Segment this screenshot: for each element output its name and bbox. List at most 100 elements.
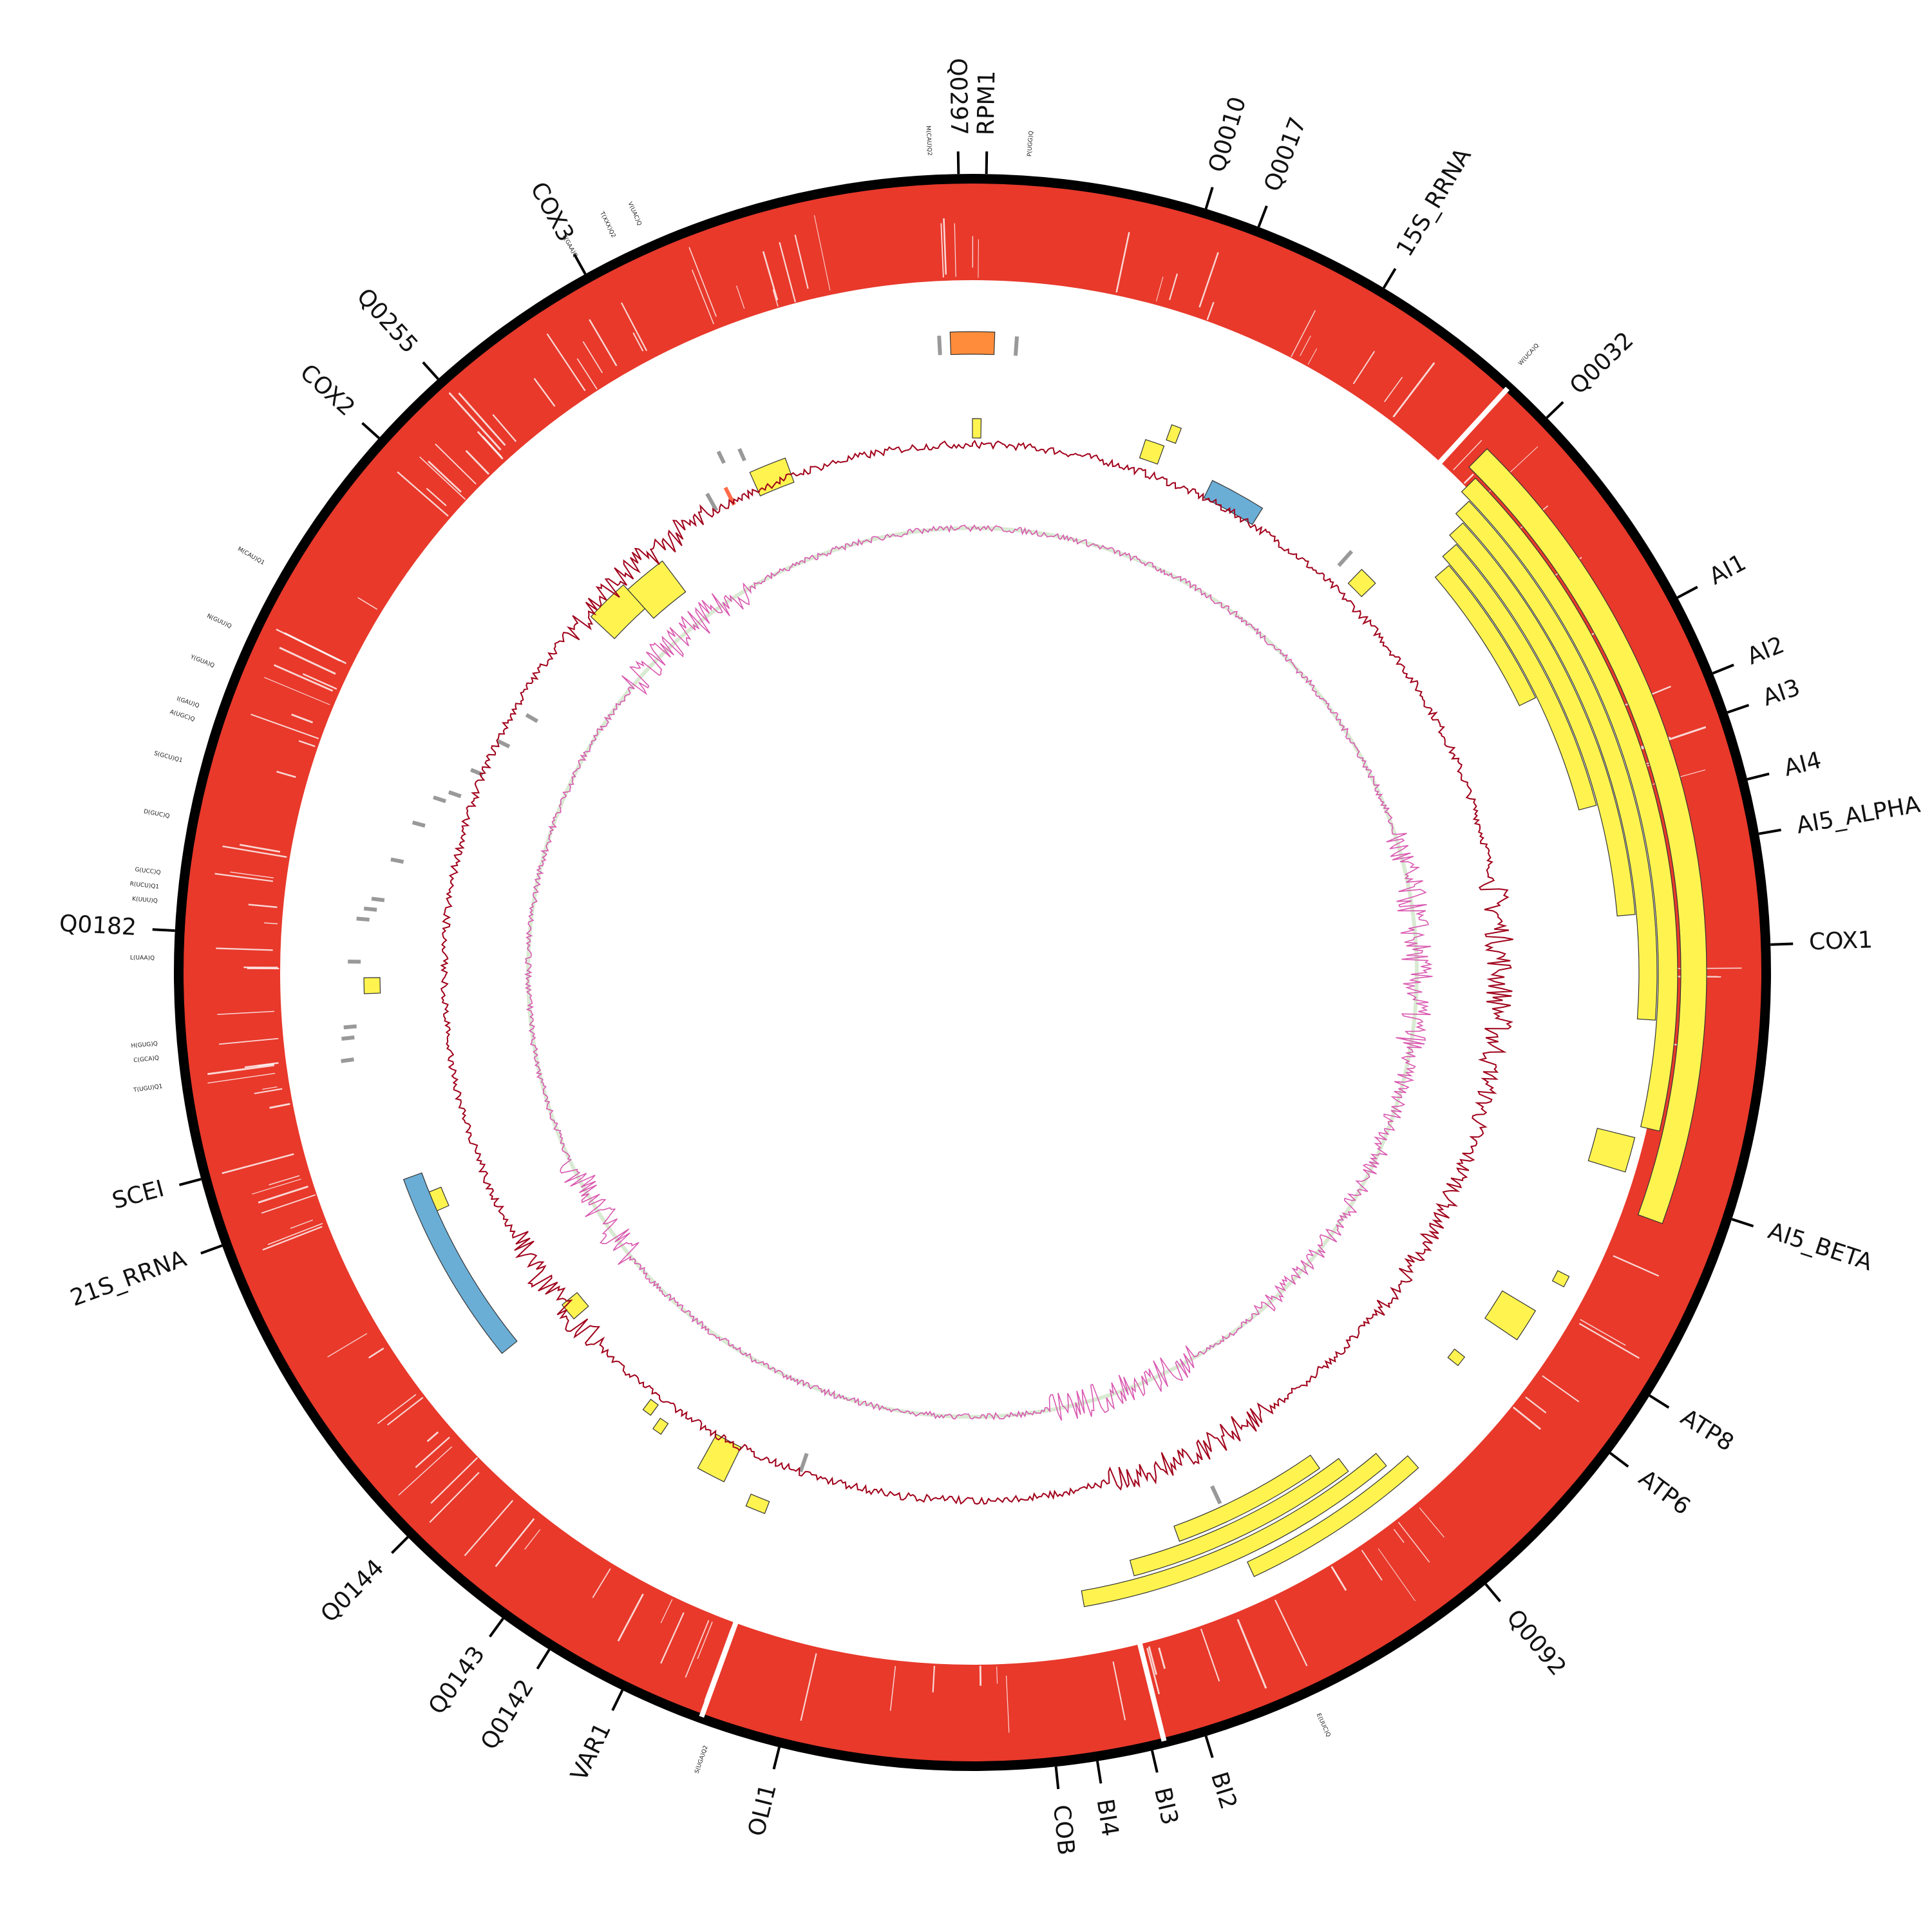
coverage-gap [617, 1593, 644, 1642]
coverage-gap [1156, 276, 1164, 301]
ai4-arc [1455, 500, 1658, 1021]
q0032-arc [1347, 569, 1376, 598]
coverage-gap [368, 1347, 384, 1359]
coverage-gap [254, 1088, 283, 1094]
bi3-arc [1129, 1457, 1349, 1577]
gene-tick [1770, 942, 1794, 946]
trna-label: V(UAC)Q [627, 201, 643, 227]
coverage-band [184, 184, 1761, 1761]
coverage-gap [1274, 1599, 1308, 1667]
coverage-gap [1352, 350, 1376, 384]
coverage-gap [464, 1500, 514, 1557]
coverage-gap [495, 1518, 535, 1567]
coverage-gap [262, 1226, 323, 1251]
bi2-arc [1081, 1453, 1387, 1607]
gene-label: Q0144 [316, 1555, 389, 1628]
gene-label: Q0143 [424, 1642, 491, 1719]
coverage-gap [1005, 1676, 1010, 1733]
coverage-gap [943, 218, 947, 275]
coverage-gap [794, 234, 809, 289]
coverage-gap [1169, 273, 1179, 300]
q0255-arc [749, 457, 795, 497]
trna-label: L(UAA)Q [130, 955, 155, 962]
trna-label: E(UUC)Q [1315, 1712, 1332, 1738]
gc-skew-track [524, 524, 1433, 1421]
coverage-gap [1512, 1406, 1541, 1430]
coverage-gap [426, 488, 447, 507]
q0010-arc [1139, 439, 1165, 465]
coverage-gap [1580, 1319, 1626, 1346]
coverage-gap [448, 392, 502, 451]
gc-content-track [440, 439, 1513, 1505]
coverage-gap [397, 471, 449, 517]
coverage-gap [1331, 1566, 1347, 1591]
trna-label: I(GAU)Q [176, 696, 200, 709]
oli1-arc [745, 1493, 770, 1514]
coverage-gap [426, 1431, 439, 1443]
gene-tick [573, 253, 587, 275]
trna-label: G(UCC)Q [135, 867, 161, 876]
coverage-gap [279, 647, 336, 675]
gc-skew-line [524, 524, 1433, 1421]
cox1-arc [1468, 448, 1707, 1224]
coverage-gap [533, 377, 556, 407]
gene-tick [1484, 1583, 1502, 1602]
ai3-arc [1449, 522, 1636, 917]
coverage-gap [207, 1072, 276, 1084]
q0144-arc [561, 1292, 589, 1320]
gene-label: AI2 [1743, 632, 1788, 670]
rpm1-orf-arc [972, 418, 982, 439]
coverage-gap [772, 289, 779, 307]
trna-mark-4 [716, 450, 726, 464]
coverage-gap [1158, 1647, 1166, 1669]
cob-arc [1247, 1455, 1419, 1577]
coverage-gap [546, 333, 586, 392]
trna-mark-20 [1210, 1485, 1222, 1505]
trna-mark-9 [448, 790, 462, 799]
gene-tick [1257, 205, 1268, 228]
coverage-gap [779, 242, 797, 303]
trna-mark-15 [356, 916, 370, 922]
gene-label: Q0142 [476, 1675, 539, 1754]
gene-tick [391, 1536, 409, 1554]
coverage-gap [524, 1529, 541, 1550]
coverage-gap [762, 251, 779, 301]
coverage-gap [620, 302, 648, 352]
trna-label: D(GUC)Q [143, 808, 170, 820]
trna-mark-13 [371, 896, 385, 902]
coverage-gap [1613, 1255, 1660, 1277]
coverage-gap [1393, 1529, 1405, 1543]
trna-mark-0 [937, 336, 942, 355]
coverage-gap [302, 673, 337, 690]
coverage-gap [940, 223, 944, 278]
trna-red-mark [723, 486, 736, 506]
gene-tick [1382, 268, 1397, 289]
coverage-gap [284, 632, 347, 665]
gene-label: AI5_ALPHA [1794, 791, 1922, 839]
trna-mark-19 [341, 1057, 354, 1063]
gene-tick [1676, 585, 1698, 599]
gene-label: Q0017 [1259, 113, 1311, 195]
gene-label: COX3 [525, 178, 579, 246]
coverage-gap [1419, 1507, 1444, 1538]
coverage-gap [1307, 348, 1318, 365]
coverage-gap [217, 1010, 274, 1016]
coverage-gap [267, 1222, 323, 1245]
coverage-gap [298, 740, 316, 748]
coverage-gap [691, 269, 714, 325]
trna-label: H(GUG)Q [131, 1041, 158, 1050]
coverage-gap [239, 844, 281, 853]
coverage-gap [428, 460, 462, 493]
gene-label: 21S_RRNA [67, 1245, 190, 1312]
coverage-gap [1578, 1323, 1640, 1359]
trna-label: S(GCU)Q1 [153, 750, 183, 764]
trna-mark-3 [737, 448, 746, 462]
coverage-gap [736, 285, 745, 309]
coverage-gap [291, 714, 314, 724]
gene-tick [1054, 1766, 1060, 1790]
coverage-gap [1384, 377, 1403, 402]
coverage-gap [697, 1622, 713, 1660]
coverage-gap [207, 1064, 275, 1075]
bi4-arc [1173, 1454, 1320, 1542]
coverage-gap [1236, 1618, 1267, 1689]
